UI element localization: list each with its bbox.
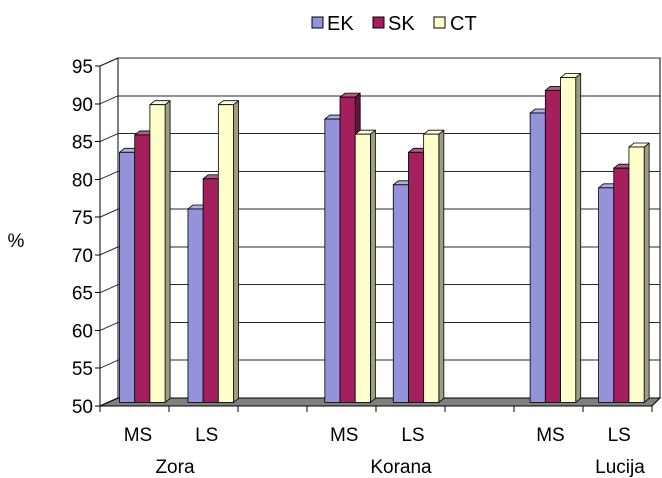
y-tick-label: 60	[72, 321, 93, 342]
bar-front	[408, 151, 425, 403]
bar-front	[613, 167, 630, 403]
legend-label-sk: SK	[388, 13, 415, 35]
bar-front	[339, 96, 356, 403]
side-wall	[99, 57, 119, 407]
bar-front	[149, 104, 166, 403]
legend-item-sk: SK	[372, 13, 415, 35]
y-tick-label: 95	[72, 57, 93, 78]
bar-side	[233, 100, 239, 403]
bar-front	[187, 208, 204, 403]
bar-front	[134, 134, 151, 403]
bars	[119, 73, 650, 403]
bar-side	[370, 129, 376, 403]
side-gridline	[99, 170, 119, 180]
bar-side	[575, 73, 582, 403]
side-gridline	[99, 246, 119, 256]
y-tick-label: 85	[72, 133, 93, 154]
y-tick-label: 55	[72, 359, 93, 380]
y-tick-label: 80	[72, 170, 93, 191]
legend-swatch-ct	[433, 16, 446, 29]
x-tick-label: LS	[401, 425, 424, 446]
bar-front	[354, 133, 371, 403]
group-label-lucija: Lucija	[595, 457, 645, 478]
bar-ct-lucija-ls	[628, 142, 650, 403]
side-gridline	[99, 208, 119, 218]
bar-front	[598, 187, 615, 403]
legend-label-ct: CT	[450, 13, 477, 35]
legend-label-ek: EK	[327, 13, 354, 35]
bar-side	[643, 142, 650, 403]
legend-swatch-sk	[372, 16, 385, 29]
legend-item-ek: EK	[311, 13, 354, 35]
y-tick-label: 50	[72, 397, 93, 418]
y-tick-label: 90	[72, 95, 93, 116]
bar-ct-lucija-ms	[560, 73, 582, 403]
x-tick-label: MS	[330, 425, 359, 446]
side-gridline	[99, 133, 119, 143]
legend: EK SK CT	[311, 13, 477, 35]
axes	[95, 65, 653, 412]
x-tick-labels: MS LS MS LS MS LS	[124, 425, 631, 446]
bar-front	[392, 184, 409, 403]
bar-front	[202, 178, 219, 403]
x-tick-label: MS	[124, 425, 153, 446]
side-gridline	[99, 321, 119, 331]
side-gridline	[99, 284, 119, 294]
bar-side	[164, 100, 171, 403]
side-gridline	[99, 57, 119, 67]
group-label-korana: Korana	[370, 457, 432, 478]
x-tick-label: LS	[195, 425, 218, 446]
side-gridline	[99, 95, 119, 105]
x-tick-label: LS	[608, 425, 631, 446]
bar-front	[119, 151, 136, 403]
bar-front	[628, 146, 645, 403]
category-group-labels: Zora Korana Lucija	[155, 457, 645, 478]
bar-ct-zora-ls	[217, 100, 239, 403]
bar-front	[544, 89, 561, 403]
legend-swatch-ek	[311, 16, 324, 29]
y-tick-labels: 50 55 60 65 70 75 80 85 90 95	[72, 57, 93, 418]
y-tick-label: 65	[72, 284, 93, 305]
bar-ct-zora-ms	[149, 100, 171, 403]
y-tick-label: 70	[72, 246, 93, 267]
legend-item-ct: CT	[433, 13, 477, 35]
y-tick-label: 75	[72, 208, 93, 229]
group-label-zora: Zora	[155, 457, 195, 478]
bar-front	[324, 118, 341, 403]
y-axis-title: %	[8, 231, 25, 252]
series-ct	[149, 73, 650, 403]
bar-front	[217, 104, 234, 403]
bar-ct-korana-ms	[354, 129, 376, 403]
bar-side	[438, 129, 445, 403]
x-tick-label: MS	[536, 425, 565, 446]
bar-front	[560, 77, 577, 403]
side-gridline	[99, 359, 119, 369]
bar-front	[529, 112, 546, 403]
bar-ct-korana-ls	[423, 129, 445, 403]
bar-front	[423, 133, 440, 403]
